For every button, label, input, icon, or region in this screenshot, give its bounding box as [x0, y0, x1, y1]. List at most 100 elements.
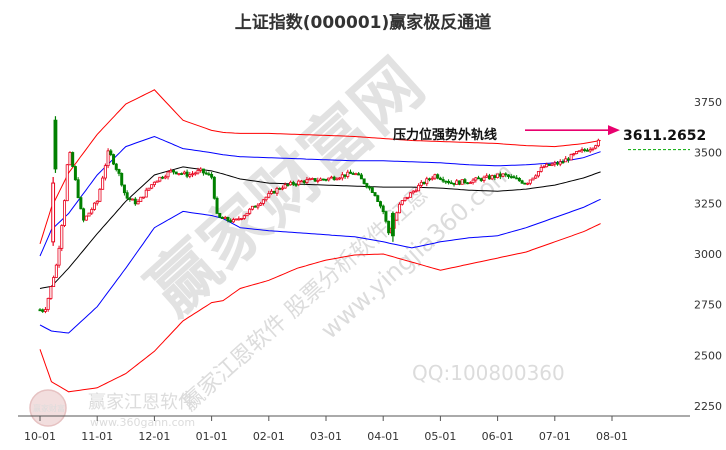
- candle-up: [43, 309, 47, 312]
- candle-down: [201, 168, 205, 174]
- candle-up: [316, 180, 320, 182]
- band-line-middle: [39, 166, 601, 289]
- candle-down: [436, 174, 440, 179]
- candle-up: [536, 171, 540, 177]
- candle-up: [188, 174, 192, 177]
- candle-down: [523, 182, 527, 185]
- candle-up: [327, 177, 331, 181]
- candle-up: [57, 247, 61, 266]
- candle-down: [215, 197, 219, 214]
- candle-up: [577, 150, 581, 153]
- candle-up: [553, 162, 557, 165]
- candle-up: [182, 171, 186, 174]
- candle-down: [253, 205, 257, 208]
- candle-up: [564, 158, 568, 163]
- candle-down: [272, 190, 276, 194]
- candle-up: [572, 153, 576, 156]
- x-tick-label: 02-01: [253, 430, 285, 443]
- candle-up: [158, 176, 162, 182]
- candle-down: [291, 181, 295, 185]
- candle-down: [185, 171, 189, 177]
- watermark-qq: QQ:100800360: [412, 361, 565, 385]
- candle-up: [550, 163, 554, 166]
- candle-up: [196, 169, 200, 174]
- candle-up: [199, 168, 203, 171]
- candle-down: [449, 182, 453, 185]
- candle-up: [575, 151, 579, 155]
- candle-up: [596, 139, 600, 147]
- candle-up: [87, 212, 91, 217]
- candle-down: [229, 220, 233, 223]
- candle-down: [585, 149, 589, 152]
- candle-down: [466, 182, 470, 185]
- candle-down: [82, 208, 86, 221]
- candle-up: [299, 180, 303, 183]
- candle-up: [142, 196, 146, 199]
- candle-down: [343, 174, 347, 177]
- candle-down: [477, 177, 481, 180]
- candle-up: [490, 175, 494, 180]
- logo-seal-text: 赢家财富: [33, 403, 65, 413]
- candle-up: [242, 215, 246, 219]
- candle-up: [150, 184, 154, 189]
- candle-down: [117, 169, 121, 174]
- candle-up: [501, 173, 505, 177]
- candle-up: [594, 145, 598, 149]
- candlestick-series: [38, 116, 600, 314]
- candle-up: [54, 264, 58, 278]
- candle-up: [398, 203, 402, 214]
- candle-down: [218, 213, 222, 218]
- candle-down: [384, 211, 388, 222]
- candle-up: [338, 177, 342, 180]
- logo-watermark: 赢家财富 赢家江恩软件 www.360gann.com: [29, 389, 196, 429]
- candle-down: [457, 180, 461, 185]
- x-tick-label: 10-01: [24, 430, 56, 443]
- candle-up: [403, 197, 407, 201]
- candle-down: [109, 150, 113, 155]
- candle-down: [561, 161, 565, 164]
- candle-down: [286, 184, 290, 186]
- candle-up: [545, 163, 549, 168]
- candle-up: [234, 218, 238, 221]
- candle-up: [485, 175, 489, 178]
- candle-up: [526, 182, 530, 185]
- channel-bands: [39, 89, 601, 393]
- candle-up: [280, 187, 284, 190]
- candle-down: [447, 180, 451, 184]
- candle-down: [556, 162, 560, 165]
- candle-up: [193, 172, 197, 175]
- candle-down: [351, 173, 355, 175]
- candle-up: [231, 219, 235, 223]
- candle-up: [256, 204, 260, 208]
- candle-down: [444, 180, 448, 183]
- y-tick-label: 2250: [694, 400, 722, 413]
- candle-down: [438, 177, 442, 180]
- candle-up: [468, 182, 472, 185]
- x-tick-label: 12-01: [138, 430, 170, 443]
- candle-up: [147, 187, 151, 191]
- resistance-annotation: 压力位强势外轨线 3611.2652: [393, 125, 706, 151]
- band-line-upper-outer: [39, 89, 601, 245]
- candle-down: [376, 195, 380, 202]
- candle-down: [479, 178, 483, 181]
- band-line-lower-outer: [39, 223, 601, 393]
- candle-up: [106, 150, 110, 167]
- candle-down: [302, 180, 306, 183]
- candle-up: [51, 182, 56, 243]
- candle-down: [463, 179, 467, 184]
- candle-up: [237, 218, 241, 221]
- candle-down: [357, 173, 361, 176]
- x-tick-label: 01-01: [196, 430, 228, 443]
- annotation-value: 3611.2652: [623, 128, 706, 144]
- logo-site: www.360gann.com: [90, 416, 195, 429]
- candle-down: [452, 182, 456, 185]
- candle-down: [381, 205, 385, 213]
- candle-down: [122, 184, 126, 194]
- candle-up: [408, 192, 412, 198]
- candle-down: [509, 176, 513, 178]
- candle-up: [245, 212, 249, 217]
- candle-down: [128, 197, 132, 200]
- x-tick-label: 07-01: [539, 430, 571, 443]
- candle-up: [460, 179, 464, 185]
- candle-down: [79, 197, 83, 210]
